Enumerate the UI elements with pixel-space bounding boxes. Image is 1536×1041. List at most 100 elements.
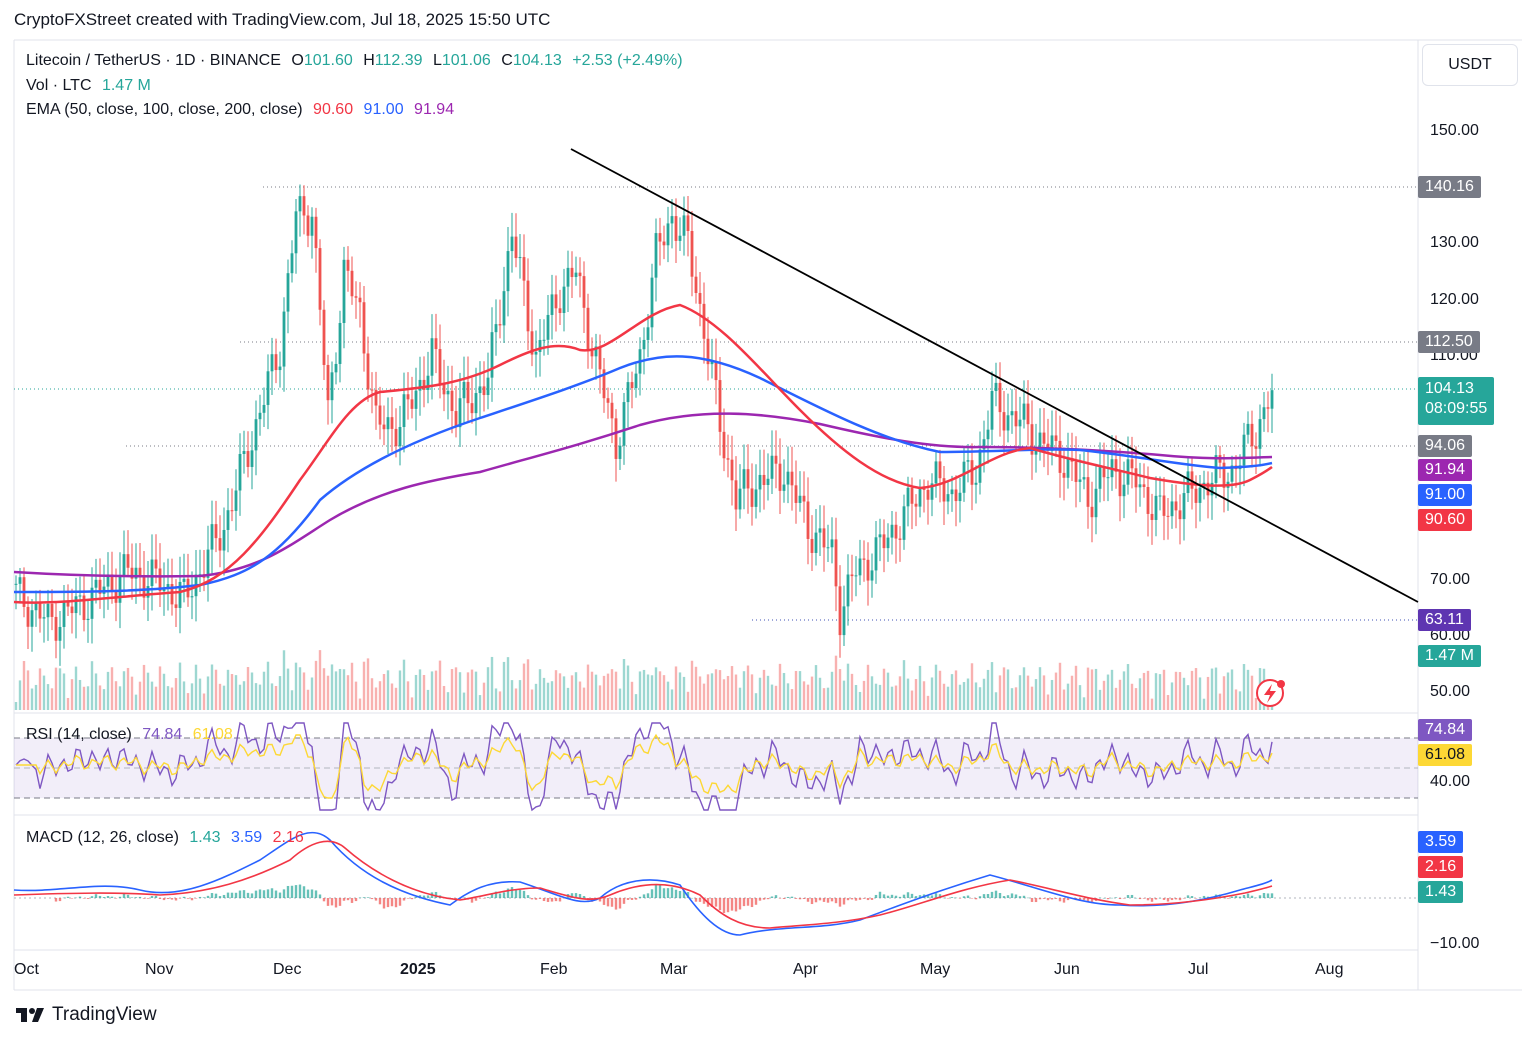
candle-body xyxy=(414,390,418,409)
macd-hist-bar xyxy=(666,888,670,898)
candle-body xyxy=(670,216,674,224)
volume-bar xyxy=(422,674,426,710)
macd-hist-bar xyxy=(678,890,682,898)
volume-bar xyxy=(586,664,590,710)
macd-hist-bar xyxy=(486,897,490,898)
candle-body xyxy=(810,538,814,553)
candle-body xyxy=(286,273,290,312)
candle-body xyxy=(1182,493,1186,520)
candle-body xyxy=(350,270,354,297)
candle-body xyxy=(122,554,126,576)
macd-hist-bar xyxy=(590,898,594,902)
macd-hist-bar xyxy=(554,898,558,902)
volume-bar xyxy=(1242,664,1246,710)
candle-body xyxy=(214,524,218,539)
volume-bar xyxy=(418,669,422,710)
volume-bar xyxy=(218,683,222,710)
volume-bar xyxy=(1118,679,1122,710)
volume-bar xyxy=(378,681,382,710)
macd-hist-bar xyxy=(306,889,310,898)
candle-body xyxy=(518,257,522,259)
candle-body xyxy=(1038,432,1042,449)
volume-bar xyxy=(734,674,738,710)
time-tick: Apr xyxy=(793,961,818,978)
volume-bar xyxy=(1150,698,1154,710)
macd-hist-bar xyxy=(766,898,770,900)
macd-hist-bar xyxy=(90,896,94,898)
candle-body xyxy=(1022,403,1026,420)
candle-body xyxy=(1190,471,1194,489)
candle-body xyxy=(858,558,862,576)
candle-body xyxy=(70,606,74,614)
macd-hist-bar xyxy=(142,898,146,899)
macd-hist-bar xyxy=(526,895,530,898)
price-tick: 50.00 xyxy=(1430,683,1471,700)
macd-hist-bar xyxy=(242,890,246,898)
hist-axis-label: 1.43 xyxy=(1418,881,1464,903)
macd-hist-bar xyxy=(382,898,386,909)
tradingview-logo-icon xyxy=(16,1008,44,1022)
volume-bar xyxy=(442,685,446,710)
candle-body xyxy=(454,411,458,428)
macd-hist-bar xyxy=(1150,898,1154,902)
macd-hist-bar xyxy=(690,897,694,899)
tradingview-brand[interactable]: TradingView xyxy=(16,1004,157,1026)
symbol-title[interactable]: Litecoin / TetherUS · 1D · BINANCE xyxy=(26,52,281,69)
volume-bar xyxy=(282,650,286,710)
macd-hist-bar xyxy=(362,897,366,898)
macd-hist-bar xyxy=(698,898,702,902)
candle-body xyxy=(1266,407,1270,409)
macd-hist-bar xyxy=(670,887,674,898)
candle-body xyxy=(1122,484,1126,497)
candle-body xyxy=(982,439,986,450)
volume-bar xyxy=(474,671,478,710)
volume-bar xyxy=(1162,669,1166,710)
macd-hist-bar xyxy=(726,898,730,913)
volume-bar xyxy=(610,669,614,710)
candle-body xyxy=(234,490,238,511)
macd-hist-bar xyxy=(1158,897,1162,899)
volume-bar xyxy=(670,689,674,710)
macd-hist-bar xyxy=(226,892,230,898)
candle-body xyxy=(1074,461,1078,482)
macd-hist-bar xyxy=(654,883,658,898)
price-tick: 70.00 xyxy=(1430,571,1471,588)
volume-bar xyxy=(890,686,894,710)
candle-body xyxy=(630,382,634,389)
macd-hist-bar xyxy=(914,896,918,898)
macd-hist-bar xyxy=(794,898,798,899)
volume-bar xyxy=(1174,671,1178,710)
macd-hist-bar xyxy=(762,898,766,900)
volume-bar xyxy=(674,666,678,710)
candle-body xyxy=(322,309,326,365)
time-tick: Feb xyxy=(540,961,568,978)
macd-hist-bar xyxy=(166,898,170,900)
macd-hist-bar xyxy=(502,892,506,898)
candle-body xyxy=(594,346,598,357)
macd-hist-bar xyxy=(714,898,718,907)
volume-bar xyxy=(334,671,338,710)
ema100-line xyxy=(13,355,1273,594)
macd-hist-bar xyxy=(354,898,358,902)
macd-hist-bar xyxy=(718,898,722,911)
volume-bar xyxy=(598,685,602,710)
candle-body xyxy=(258,412,262,420)
lightning-icon[interactable] xyxy=(1256,679,1285,707)
candle-body xyxy=(230,510,234,512)
volume-bar xyxy=(1210,668,1214,710)
currency-button[interactable]: USDT xyxy=(1422,44,1518,86)
volume-bar xyxy=(374,687,378,710)
candle-body xyxy=(1042,432,1046,444)
volume-bar xyxy=(794,670,798,710)
macd-hist-bar xyxy=(902,894,906,898)
macd-hist-bar xyxy=(998,892,1002,898)
volume-bar xyxy=(926,695,930,710)
volume-bar xyxy=(1054,672,1058,710)
macd-hist-bar xyxy=(930,895,934,898)
candle-body xyxy=(886,537,890,549)
macd-hist-bar xyxy=(858,898,862,900)
candle-body xyxy=(550,294,554,315)
macd-hist-bar xyxy=(494,891,498,898)
candle-body xyxy=(1242,434,1246,466)
